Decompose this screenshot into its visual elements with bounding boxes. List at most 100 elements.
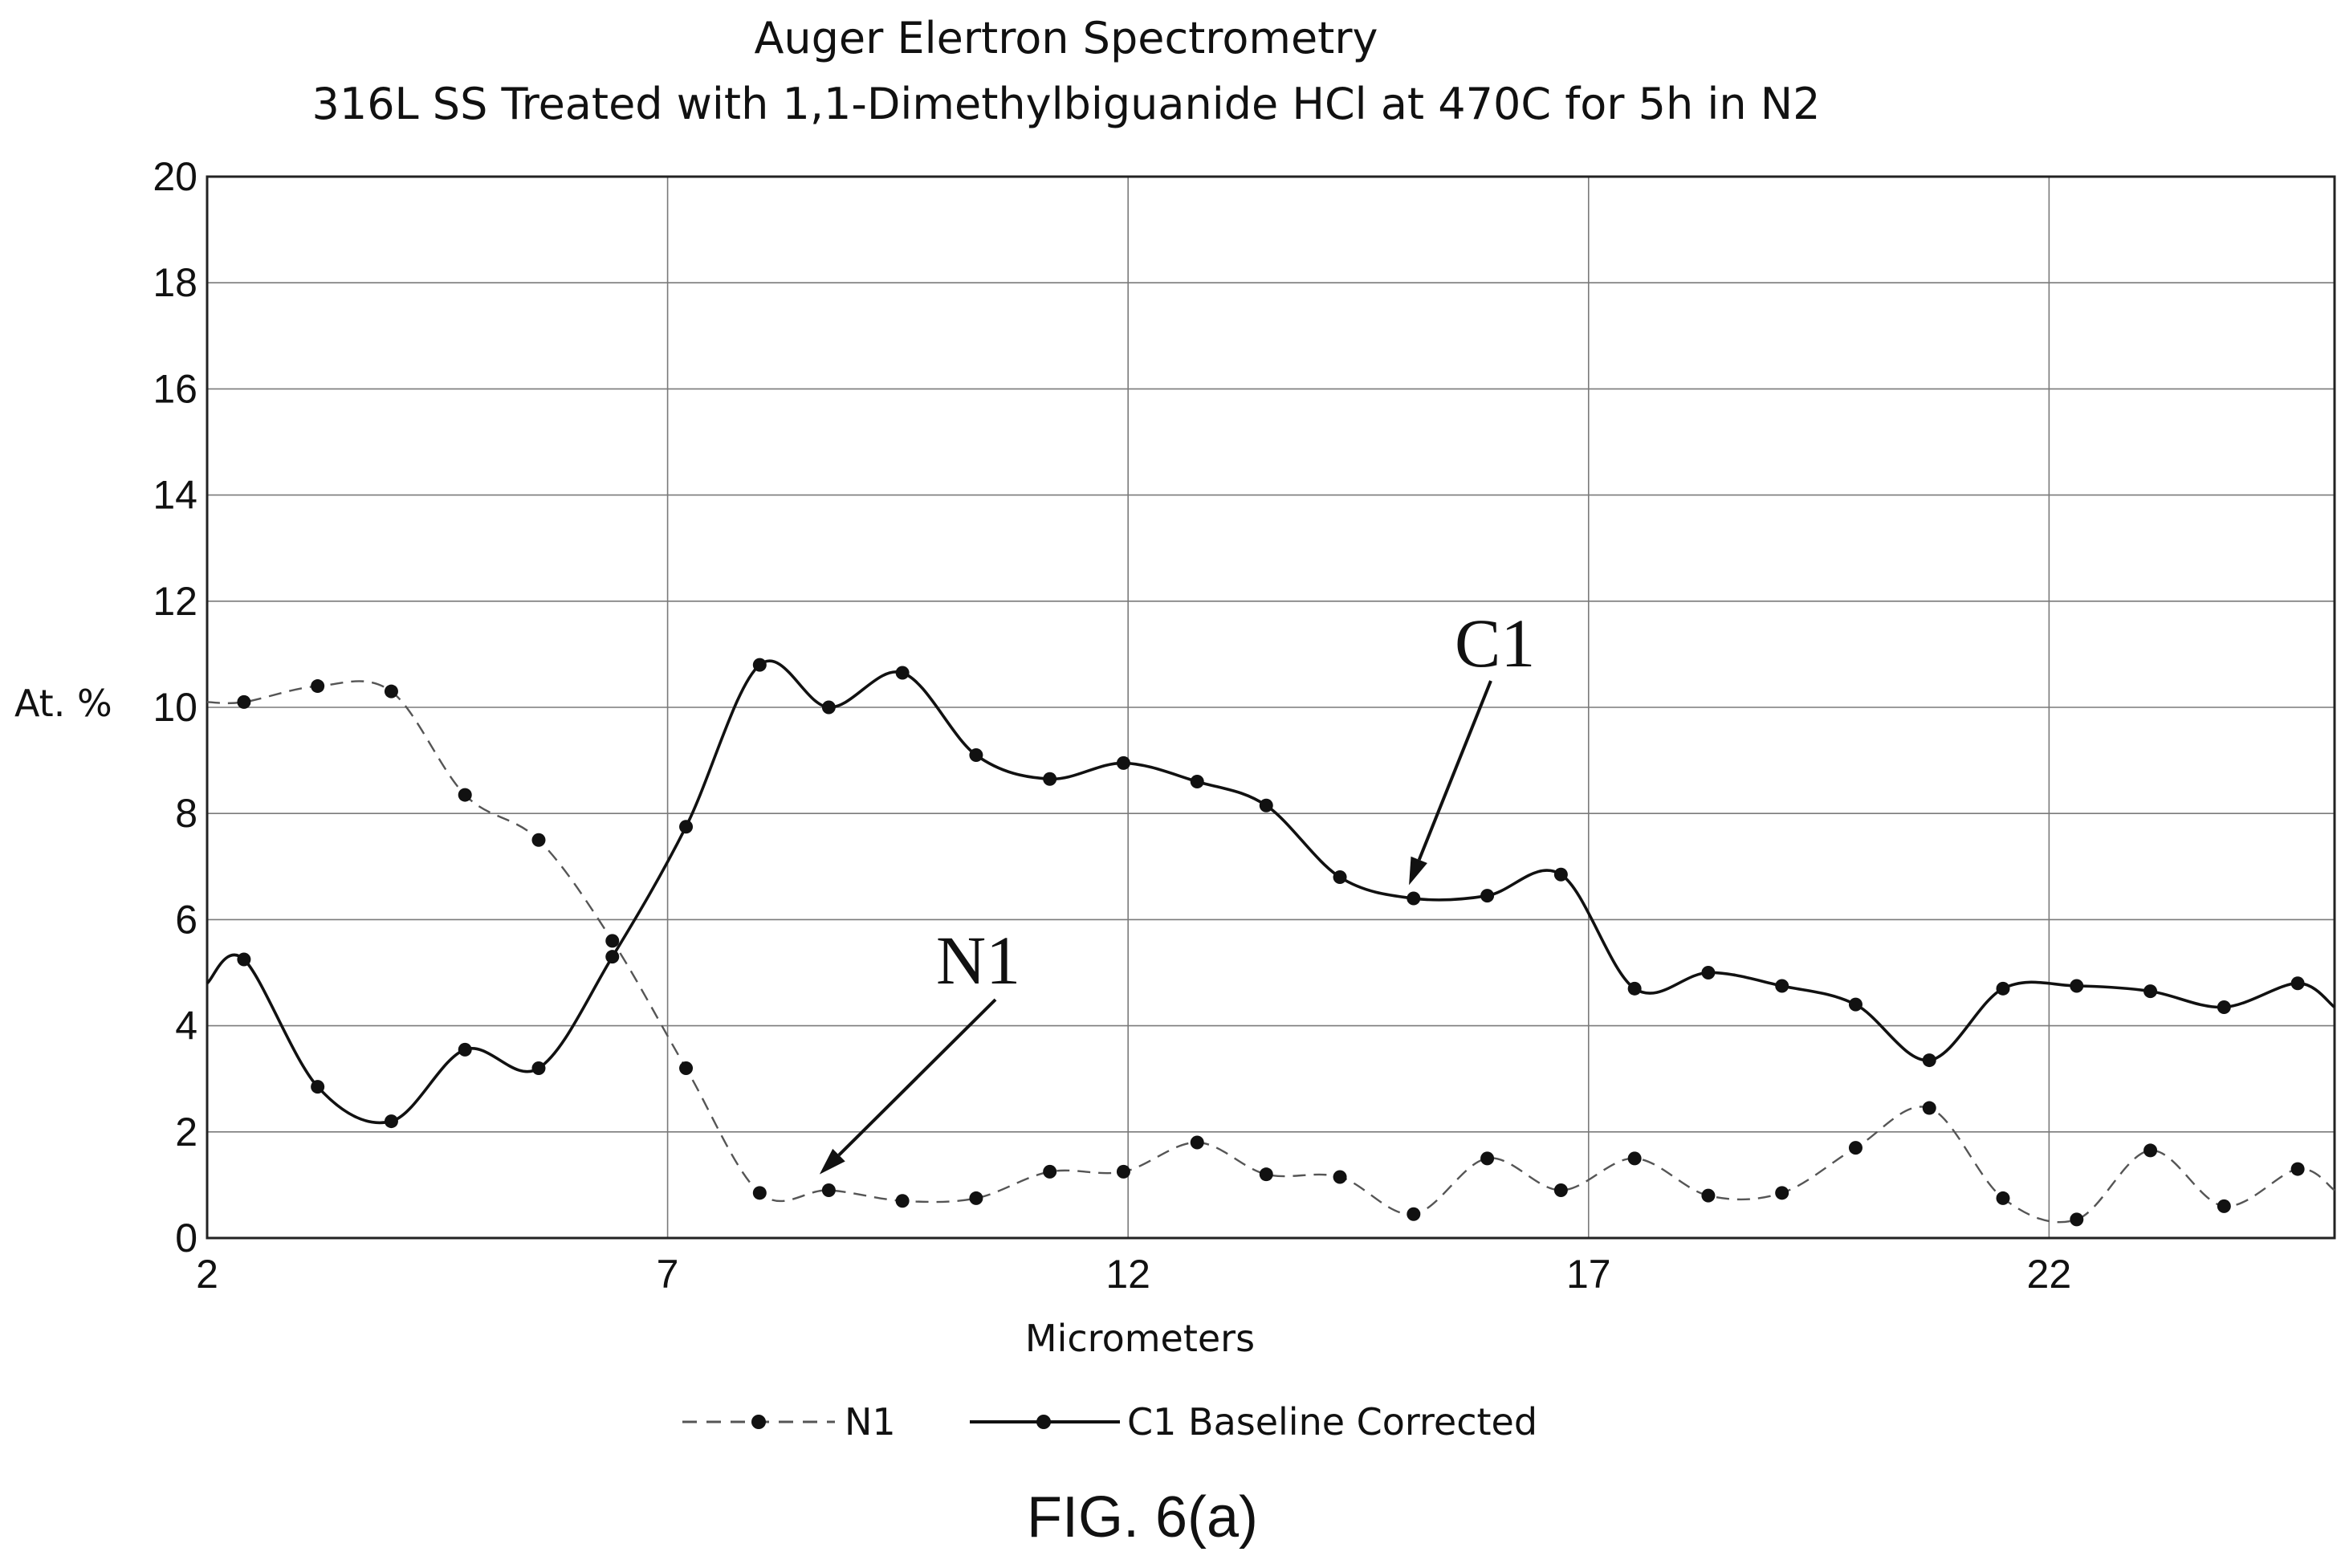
data-point-n1 bbox=[2143, 1143, 2158, 1158]
data-point-c1 bbox=[821, 700, 836, 715]
data-point-n1 bbox=[311, 679, 325, 694]
data-point-n1 bbox=[2070, 1212, 2084, 1227]
y-tick-label: 8 bbox=[175, 791, 197, 836]
legend-label-c1: C1 Baseline Corrected bbox=[1127, 1400, 1537, 1444]
data-point-n1 bbox=[458, 788, 472, 802]
data-point-n1 bbox=[895, 1194, 910, 1208]
annotations: C1 N1 bbox=[819, 605, 1535, 1175]
data-point-n1 bbox=[1553, 1183, 1568, 1198]
legend-marker-n1 bbox=[751, 1415, 766, 1429]
data-point-n1 bbox=[752, 1186, 767, 1200]
y-tick-label: 2 bbox=[175, 1110, 197, 1155]
data-point-n1 bbox=[1190, 1135, 1204, 1150]
y-tick-label: 0 bbox=[175, 1216, 197, 1261]
data-point-n1 bbox=[1775, 1186, 1789, 1200]
data-point-n1 bbox=[1922, 1101, 1936, 1115]
data-point-c1 bbox=[1333, 870, 1347, 885]
data-point-c1 bbox=[1190, 775, 1204, 789]
y-tick-label: 12 bbox=[153, 579, 197, 624]
data-point-c1 bbox=[1701, 966, 1716, 979]
data-point-c1 bbox=[1116, 755, 1130, 770]
data-point-c1 bbox=[531, 1061, 546, 1075]
data-point-c1 bbox=[1259, 798, 1273, 813]
legend: N1 C1 Baseline Corrected bbox=[682, 1400, 1537, 1444]
data-point-n1 bbox=[531, 833, 546, 847]
data-point-n1 bbox=[1848, 1141, 1863, 1155]
data-point-n1 bbox=[1627, 1151, 1642, 1166]
legend-item-c1: C1 Baseline Corrected bbox=[970, 1400, 1537, 1444]
data-point-c1 bbox=[237, 952, 251, 967]
x-tick-label: 17 bbox=[1566, 1252, 1611, 1297]
data-point-c1 bbox=[1480, 889, 1495, 903]
annotation-n1-label: N1 bbox=[936, 922, 1020, 999]
data-point-c1 bbox=[1553, 867, 1568, 882]
series bbox=[206, 658, 2336, 1227]
data-point-c1 bbox=[1996, 981, 2010, 996]
data-point-c1 bbox=[605, 950, 620, 964]
data-point-n1 bbox=[1996, 1191, 2010, 1205]
y-tick-label: 18 bbox=[153, 260, 197, 305]
legend-label-n1: N1 bbox=[845, 1400, 896, 1444]
x-tick-label: 22 bbox=[2027, 1252, 2072, 1297]
series-line-n1 bbox=[206, 680, 2335, 1224]
data-point-c1 bbox=[1043, 772, 1057, 786]
data-point-c1 bbox=[1407, 891, 1421, 906]
data-point-c1 bbox=[1922, 1053, 1936, 1068]
data-point-n1 bbox=[821, 1183, 836, 1198]
data-point-n1 bbox=[1259, 1167, 1273, 1182]
data-point-n1 bbox=[1701, 1188, 1716, 1203]
chart-subtitle: 316L SS Treated with 1,1-Dimethylbiguani… bbox=[311, 79, 1820, 129]
data-point-n1 bbox=[2217, 1199, 2231, 1213]
data-point-c1 bbox=[895, 666, 910, 680]
data-point-n1 bbox=[1043, 1164, 1057, 1179]
data-point-c1 bbox=[679, 820, 694, 834]
x-tick-label: 12 bbox=[1105, 1252, 1150, 1297]
data-point-n1 bbox=[1116, 1164, 1130, 1179]
y-axis-label: At. % bbox=[14, 682, 112, 725]
data-point-n1 bbox=[1480, 1151, 1495, 1166]
data-point-n1 bbox=[2290, 1162, 2305, 1176]
y-tick-label: 14 bbox=[153, 473, 197, 518]
data-point-n1 bbox=[1407, 1207, 1421, 1221]
plot-frame bbox=[206, 175, 2336, 1240]
data-point-c1 bbox=[2217, 1000, 2231, 1014]
y-tick-label: 20 bbox=[153, 154, 197, 199]
legend-item-n1: N1 bbox=[682, 1400, 896, 1444]
data-point-c1 bbox=[1848, 997, 1863, 1012]
x-tick-label: 2 bbox=[196, 1252, 218, 1297]
annotation-arrow-c1 bbox=[1417, 680, 1492, 861]
data-point-c1 bbox=[969, 747, 983, 762]
data-point-c1 bbox=[458, 1042, 472, 1057]
data-point-c1 bbox=[2290, 976, 2305, 991]
data-point-c1 bbox=[2070, 979, 2084, 993]
legend-marker-c1 bbox=[1036, 1415, 1051, 1429]
chart-title: Auger Elertron Spectrometry bbox=[754, 13, 1378, 63]
data-point-n1 bbox=[384, 684, 398, 698]
annotation-arrowhead-c1 bbox=[1409, 856, 1427, 886]
data-point-c1 bbox=[752, 658, 767, 672]
annotation-c1-label: C1 bbox=[1455, 605, 1535, 682]
grid bbox=[206, 176, 2335, 1239]
data-point-n1 bbox=[679, 1061, 694, 1075]
y-tick-label: 16 bbox=[153, 366, 197, 411]
data-point-n1 bbox=[969, 1191, 983, 1205]
annotation-arrow-n1 bbox=[837, 998, 997, 1157]
data-point-c1 bbox=[1627, 981, 1642, 996]
data-point-c1 bbox=[1775, 979, 1789, 993]
data-point-n1 bbox=[1333, 1170, 1347, 1184]
x-axis-label: Micrometers bbox=[1025, 1317, 1255, 1360]
x-tick-label: 7 bbox=[657, 1252, 679, 1297]
y-tick-label: 6 bbox=[175, 897, 197, 942]
data-point-c1 bbox=[384, 1114, 398, 1129]
data-point-c1 bbox=[2143, 984, 2158, 999]
y-tick-label: 4 bbox=[175, 1004, 197, 1049]
annotation-arrowhead-n1 bbox=[819, 1148, 845, 1175]
y-tick-label: 10 bbox=[153, 685, 197, 730]
data-point-n1 bbox=[605, 934, 620, 948]
series-line-c1 bbox=[206, 659, 2336, 1125]
data-point-c1 bbox=[311, 1080, 325, 1094]
data-point-n1 bbox=[237, 694, 251, 709]
figure-label: FIG. 6(a) bbox=[1027, 1485, 1258, 1550]
